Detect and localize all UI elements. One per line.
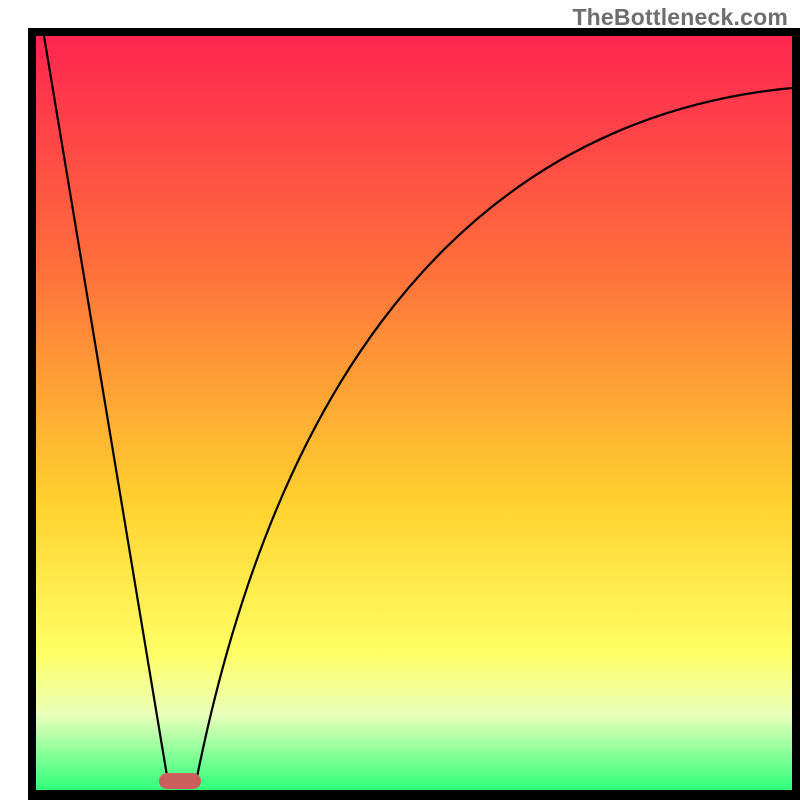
plot-border-left (28, 28, 36, 800)
optimal-marker (159, 773, 201, 789)
attribution-label: TheBottleneck.com (572, 4, 788, 31)
plot-border-right (792, 28, 800, 800)
plot-border-bottom (28, 790, 800, 800)
plot-background (36, 36, 792, 790)
chart-frame: TheBottleneck.com (0, 0, 800, 800)
